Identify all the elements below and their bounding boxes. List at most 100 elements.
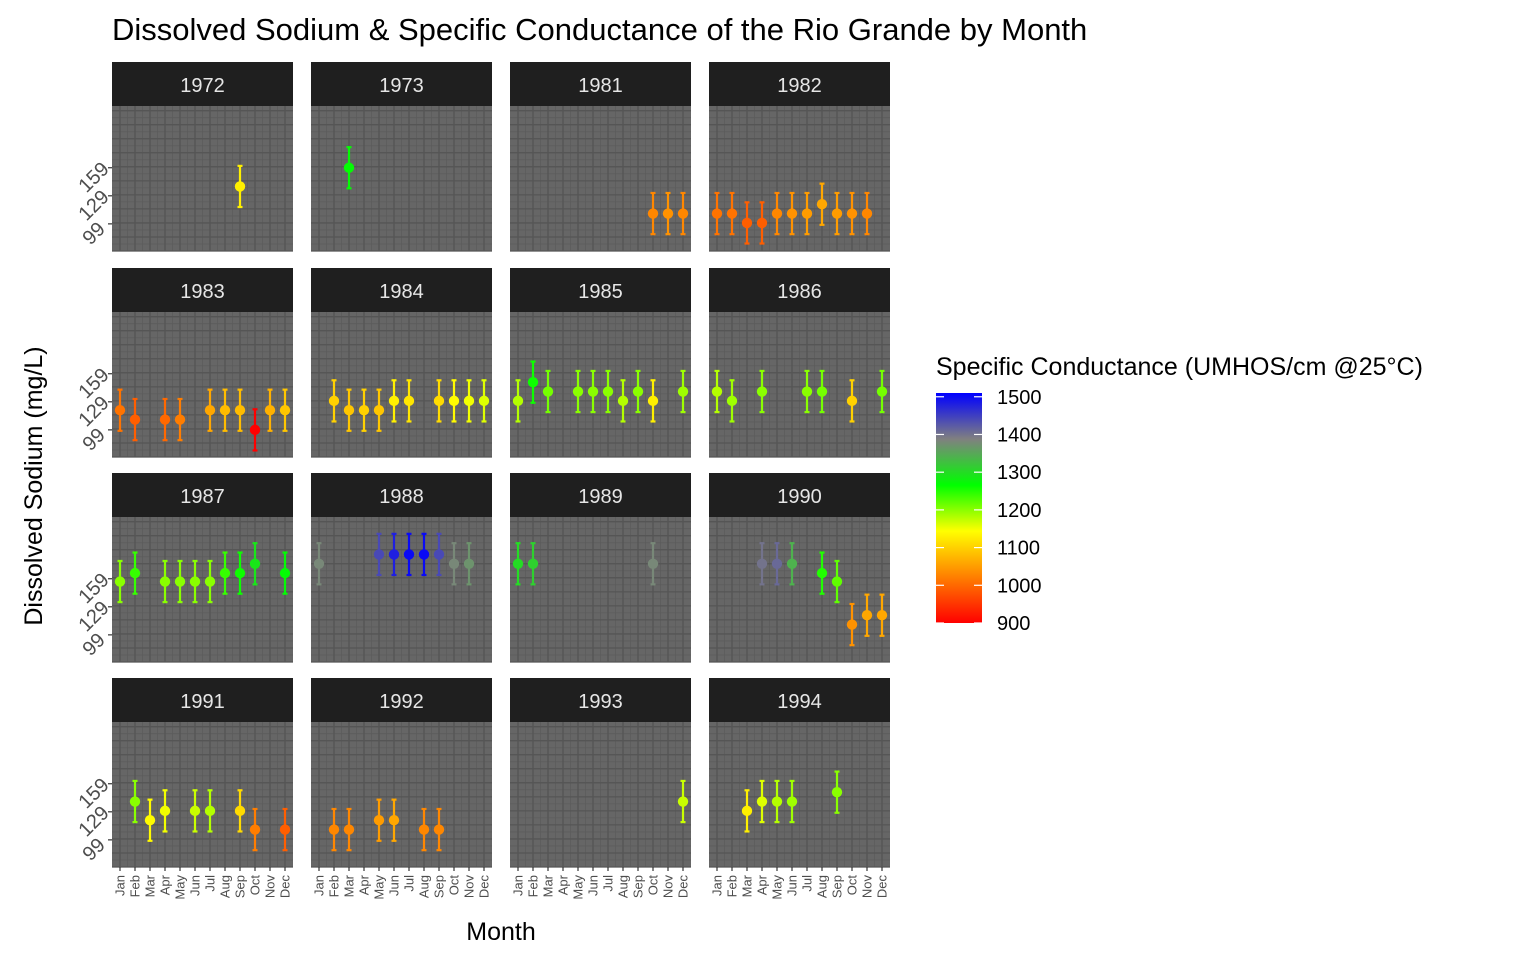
data-point-marker [756, 558, 768, 569]
data-point-1991-apr [159, 789, 171, 833]
data-point-1984-feb [328, 379, 340, 423]
data-point-marker [343, 405, 355, 416]
data-point-1984-jul [403, 379, 415, 423]
x-tick-label: Oct [646, 875, 661, 896]
data-point-1991-dec [279, 807, 291, 852]
data-point-1992-may [373, 798, 385, 842]
data-point-1990-nov [861, 593, 873, 637]
x-tick-label: Nov [263, 875, 278, 899]
x-tick-label: Dec [676, 875, 691, 899]
facet-strip [510, 473, 691, 517]
data-point-marker [816, 386, 828, 397]
data-point-1986-apr [756, 369, 768, 414]
data-point-marker [587, 386, 599, 397]
data-point-1982-may [771, 191, 783, 236]
data-point-marker [129, 796, 141, 807]
data-point-1992-sep [433, 807, 445, 852]
data-point-1992-aug [418, 807, 430, 852]
data-point-1985-dec [677, 369, 689, 414]
data-point-marker [403, 395, 415, 407]
data-point-marker [846, 619, 858, 630]
data-point-1973-mar [343, 146, 355, 190]
data-point-marker [756, 386, 768, 397]
data-point-marker [542, 386, 554, 397]
data-point-1990-aug [816, 551, 828, 595]
data-point-marker [249, 424, 261, 436]
x-tick-label: Jul [203, 875, 218, 892]
data-point-marker [388, 395, 400, 407]
data-point-marker [219, 405, 231, 416]
x-tick-label: Feb [725, 875, 740, 897]
x-tick-label: Aug [616, 875, 631, 898]
data-point-marker [114, 405, 126, 416]
data-point-1984-apr [358, 388, 370, 432]
facet-strip [709, 62, 890, 106]
facet-strip [709, 268, 890, 312]
legend-tick-label: 1200 [997, 500, 1042, 522]
facet-panel-1982: 1982 [709, 62, 890, 252]
data-point-1984-mar [343, 388, 355, 432]
data-point-marker [756, 796, 768, 807]
data-point-1983-may [174, 397, 186, 442]
data-point-marker [463, 558, 475, 569]
data-point-marker [418, 824, 430, 835]
x-tick-label: Sep [432, 875, 447, 898]
x-tick-label: Mar [740, 874, 755, 897]
data-point-marker [861, 610, 873, 621]
x-tick-label: Jan [113, 875, 128, 896]
facet-panel-1994: 1994 Jan Feb Mar Apr May Jun Jul Aug Sep Oct Nov Dec [709, 678, 890, 900]
data-point-1982-feb [726, 191, 738, 236]
data-point-1988-sep [433, 532, 445, 577]
data-point-1991-jul [204, 789, 216, 833]
chart-title: Dissolved Sodium & Specific Conductance … [112, 12, 1087, 47]
legend-tick-label: 1400 [997, 424, 1042, 446]
data-point-marker [846, 395, 858, 407]
y-tick-label: 99 [78, 834, 109, 865]
x-tick-label: May [173, 875, 188, 900]
x-axis-title: Month [466, 918, 535, 946]
facet-strip-label: 1994 [777, 691, 822, 713]
data-point-marker [373, 549, 385, 560]
data-point-1982-sep [831, 191, 843, 236]
data-point-1986-oct [846, 379, 858, 423]
facet-strip [112, 678, 293, 722]
facet-strip-label: 1981 [578, 75, 623, 97]
data-point-marker [861, 208, 873, 219]
x-tick-label: Apr [556, 874, 571, 895]
data-point-marker [433, 549, 445, 560]
y-tick-label: 159 [75, 569, 114, 608]
x-tick-label: May [770, 875, 785, 900]
facet-strip [510, 268, 691, 312]
facet-panel-1988: 1988 [311, 473, 492, 663]
data-point-marker [512, 558, 524, 569]
data-point-1994-jun [786, 779, 798, 824]
x-tick-label: Feb [327, 875, 342, 897]
data-point-marker [328, 395, 340, 407]
data-point-1989-feb [527, 542, 539, 586]
data-point-marker [159, 576, 171, 587]
x-tick-label: Dec [477, 875, 492, 899]
facet-strip [112, 62, 293, 106]
data-point-1985-jan [512, 379, 524, 423]
data-point-1985-mar [542, 369, 554, 414]
data-point-marker [433, 395, 445, 407]
x-tick-label: Dec [278, 875, 293, 899]
facet-panel-1993: 1993 Jan Feb Mar Apr May Jun Jul Aug Sep Oct Nov Dec [510, 678, 691, 900]
facet-panel-1989: 1989 [510, 473, 691, 663]
data-point-1985-may [572, 369, 584, 414]
x-tick-label: Nov [860, 875, 875, 899]
data-point-marker [527, 376, 539, 388]
data-point-1986-dec [876, 369, 888, 414]
data-point-1991-oct [249, 807, 261, 852]
data-point-marker [204, 805, 216, 817]
data-point-1982-jul [801, 191, 813, 236]
y-tick-label: 99 [78, 629, 109, 660]
data-point-marker [114, 576, 126, 587]
data-point-1983-jan [114, 388, 126, 432]
data-point-marker [189, 576, 201, 587]
data-point-1994-may [771, 779, 783, 824]
legend-tick-label: 900 [997, 613, 1030, 635]
facet-strip-label: 1992 [379, 691, 424, 713]
data-point-1987-aug [219, 551, 231, 595]
